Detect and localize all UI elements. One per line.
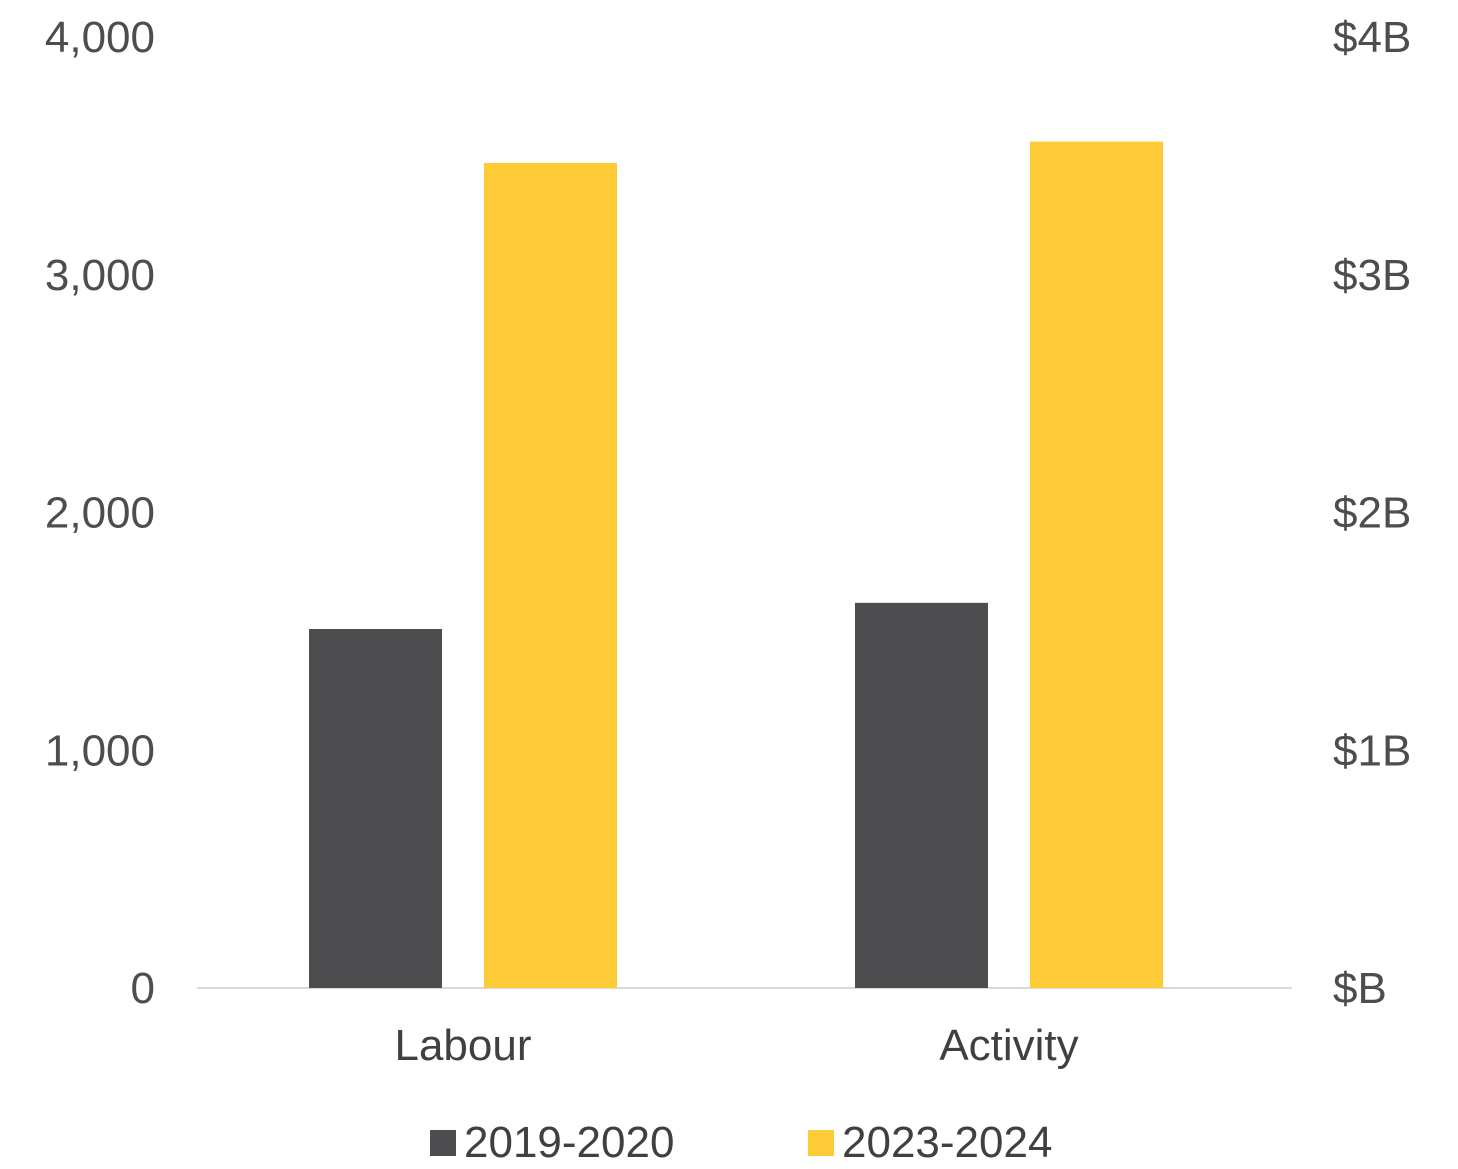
right-tick-label: $2B	[1333, 489, 1411, 538]
bars	[309, 141, 1163, 989]
bar-labour-2019-2020	[309, 628, 442, 988]
legend-label: 2019-2020	[464, 1118, 674, 1167]
right-axis-ticks: $B $1B $2B $3B $4B	[1333, 13, 1411, 1013]
left-tick-label: 2,000	[45, 489, 155, 538]
legend-label: 2023-2024	[842, 1118, 1052, 1167]
right-tick-label: $1B	[1333, 726, 1411, 775]
legend-swatch	[808, 1130, 834, 1156]
right-tick-label: $B	[1333, 964, 1387, 1013]
left-tick-label: 4,000	[45, 13, 155, 62]
left-axis-ticks: 0 1,000 2,000 3,000 4,000	[45, 13, 155, 1013]
left-tick-label: 3,000	[45, 251, 155, 300]
category-labels: Labour Activity	[394, 1021, 1078, 1070]
right-tick-label: $4B	[1333, 13, 1411, 62]
legend: 2019-2020 2023-2024	[430, 1118, 1052, 1167]
category-label: Labour	[394, 1021, 531, 1070]
bar-activity-2019-2020	[855, 602, 988, 988]
legend-swatch	[430, 1130, 456, 1156]
bar-activity-2023-2024	[1030, 141, 1163, 989]
right-tick-label: $3B	[1333, 251, 1411, 300]
left-tick-label: 0	[131, 964, 155, 1013]
left-tick-label: 1,000	[45, 726, 155, 775]
category-label: Activity	[939, 1021, 1078, 1070]
bar-labour-2023-2024	[484, 163, 617, 988]
